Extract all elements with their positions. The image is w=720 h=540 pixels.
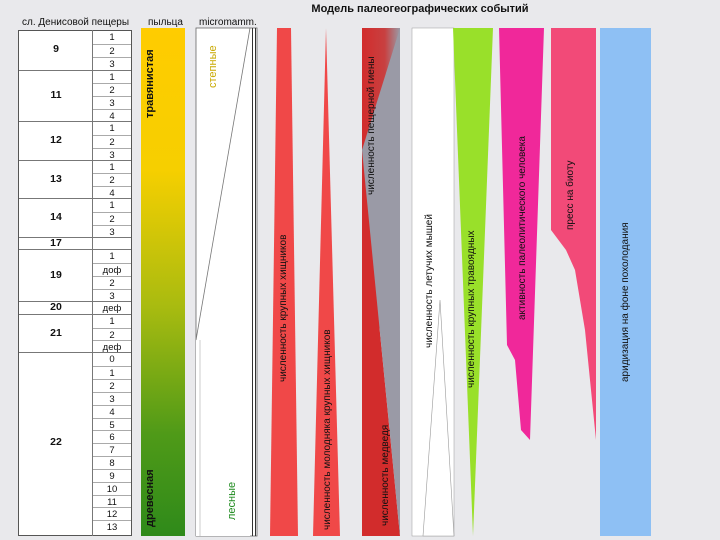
sublayer-label: 13: [93, 520, 131, 534]
layer-number: 13: [50, 172, 62, 185]
layer-number: 14: [50, 211, 62, 224]
sublayer-label: 1: [109, 200, 115, 212]
human-label: активность палеолитического человека: [517, 136, 528, 320]
header-pollen: пыльца: [148, 17, 183, 28]
sublayer-label: деф: [102, 302, 122, 314]
layer-number: 20: [50, 301, 62, 314]
sublayer-label: 12: [93, 507, 131, 521]
predator-young-wedge: [313, 28, 340, 536]
layer-number: 19: [50, 269, 62, 282]
sublayer-label: 4: [93, 109, 131, 123]
aridization-label: аридизация на фоне похолодания: [620, 222, 631, 382]
sublayer-label: 7: [93, 443, 131, 457]
herbivores-label: численность крупных травоядных: [466, 230, 477, 388]
human-wedge: [499, 28, 544, 440]
sublayer-label: 1: [109, 122, 115, 134]
mamm-bottom-label: лесные: [226, 481, 238, 520]
aridization-rest: [600, 28, 651, 536]
strata-table: 9 1 2 3 11 1 2 3 4 12 1 2 3 13 1 2 4 14 1 2 3 17 19 1 доф 2 3 20 деф…: [18, 30, 132, 536]
pollen-bottom-label: древесная: [144, 469, 156, 527]
sublayer-label: 3: [93, 56, 131, 71]
sublayer-label: 10: [93, 481, 131, 496]
strata-layer-row: 17: [19, 236, 131, 250]
sublayer-label: 2: [93, 378, 131, 393]
sublayer-label: 2: [93, 43, 131, 58]
layer-number: 21: [50, 326, 62, 339]
strata-layer-row: 20 деф: [19, 300, 131, 314]
bear-label: численность медведя: [380, 424, 391, 526]
pollen-top-label: травянистая: [144, 49, 156, 118]
strata-layer-row: 19 1 доф 2 3: [19, 249, 131, 303]
layer-number: 11: [50, 89, 62, 102]
sublayer-label: 6: [93, 430, 131, 444]
sublayer-label: 1: [109, 71, 115, 83]
layer-number: 17: [50, 237, 62, 250]
sublayer-label: 2: [93, 134, 131, 149]
sublayer-label: 1: [109, 315, 115, 327]
biota-wedge: [551, 28, 596, 440]
sublayer-label: 2: [93, 211, 131, 226]
sublayer-label: 0: [109, 354, 115, 366]
hyena-label: численность пещерной гиены: [366, 56, 377, 195]
sublayer-label: 2: [93, 173, 131, 187]
header-micromamm: micromamm.: [199, 17, 257, 28]
biota-label: пресс на биоту: [565, 160, 576, 230]
bats-label: численность летучих мышей: [424, 214, 435, 348]
sublayer-label: 3: [93, 96, 131, 110]
header-layers: сл. Денисовой пещеры: [22, 17, 130, 28]
sublayer-label: 2: [93, 327, 131, 342]
sublayer-label: 3: [93, 224, 131, 239]
sublayer-label: 8: [93, 456, 131, 470]
strata-layer-row: 21 1 2 деф: [19, 313, 131, 354]
sublayer-label: 4: [93, 404, 131, 419]
layer-number: 9: [53, 43, 59, 56]
pollen-bar: [141, 28, 185, 536]
sublayer-label: 4: [93, 186, 131, 200]
sublayer-label: деф: [93, 340, 131, 354]
layer-number: 12: [50, 134, 62, 147]
strata-layer-row: 12 1 2 3: [19, 120, 131, 162]
predators-wedge: [270, 28, 298, 536]
sublayer-label: 11: [93, 494, 131, 509]
sublayer-label: 2: [93, 276, 131, 290]
micromamm-column: [195, 27, 258, 537]
strata-layer-row: 14 1 2 3: [19, 198, 131, 239]
sublayer-label: 3: [93, 391, 131, 406]
sublayer-label: 9: [93, 468, 131, 483]
bear-wedge-grey: [362, 28, 400, 536]
sublayer-label: 1: [109, 251, 115, 263]
sublayer-label: 3: [93, 288, 131, 303]
herbivores-wedge: [453, 28, 493, 536]
strata-layer-row: 13 1 2 4: [19, 159, 131, 200]
sublayer-label: 1: [109, 161, 115, 173]
bats-wedge: [422, 299, 455, 537]
sublayer-label: 2: [93, 83, 131, 97]
strata-layer-row: 11 1 2 3 4: [19, 69, 131, 123]
mamm-top-label: степные: [207, 45, 219, 88]
strata-layer-row: 22 0 1 2 3 4 5 6 7 8 9 10 11 12 13: [19, 352, 131, 534]
strata-divider: [92, 30, 93, 536]
sublayer-label: 1: [109, 32, 115, 43]
sublayer-label: 1: [93, 366, 131, 380]
layer-number: 22: [50, 436, 62, 449]
diagram-title: Модель палеогеографических событий: [311, 3, 529, 15]
predator-young-label: численность молодняка крупных хищников: [322, 329, 333, 530]
sublayer-label: 5: [93, 417, 131, 432]
predators-label: численность крупных хищников: [278, 234, 289, 382]
sublayer-label: 3: [93, 147, 131, 162]
sublayer-label: доф: [93, 263, 131, 277]
